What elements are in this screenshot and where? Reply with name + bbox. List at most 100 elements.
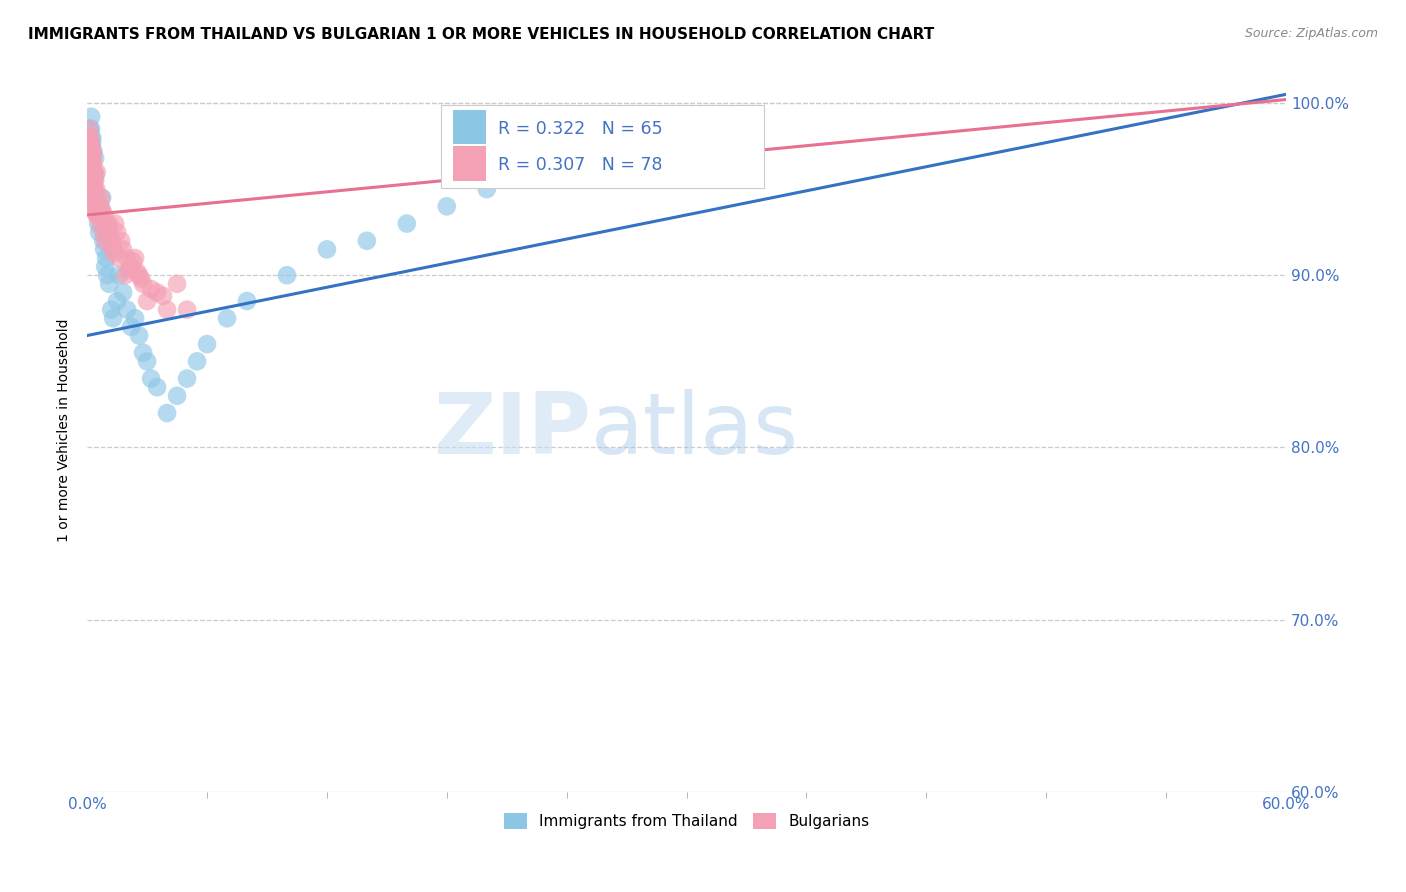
Point — [96, 225, 118, 239]
Point — [93, 243, 115, 257]
Point — [101, 243, 124, 257]
Point — [195, 337, 218, 351]
Point — [77, 139, 100, 153]
Point — [132, 345, 155, 359]
Point — [128, 328, 150, 343]
Point — [83, 182, 105, 196]
Point — [176, 371, 198, 385]
Legend: Immigrants from Thailand, Bulgarians: Immigrants from Thailand, Bulgarians — [498, 806, 876, 835]
Point — [475, 182, 498, 196]
Point — [94, 260, 117, 274]
Point — [98, 228, 121, 243]
Point — [139, 282, 162, 296]
Point — [80, 139, 103, 153]
Point — [89, 217, 111, 231]
Point — [79, 151, 101, 165]
Point — [139, 371, 162, 385]
Point — [516, 165, 538, 179]
Point — [82, 134, 104, 148]
Point — [86, 208, 108, 222]
Point — [395, 217, 418, 231]
Point — [146, 285, 169, 300]
Point — [79, 121, 101, 136]
Point — [108, 251, 131, 265]
Point — [87, 217, 110, 231]
Point — [82, 173, 104, 187]
Point — [80, 145, 103, 159]
Point — [80, 151, 103, 165]
Point — [636, 130, 658, 145]
Point — [90, 191, 112, 205]
FancyBboxPatch shape — [453, 110, 486, 145]
Point — [91, 202, 114, 217]
Text: R = 0.307   N = 78: R = 0.307 N = 78 — [498, 156, 662, 174]
Point — [80, 121, 103, 136]
Point — [80, 160, 103, 174]
Point — [128, 268, 150, 283]
Point — [82, 165, 104, 179]
Point — [80, 156, 103, 170]
Point — [82, 156, 104, 170]
Point — [186, 354, 208, 368]
Point — [80, 178, 103, 193]
Point — [112, 243, 135, 257]
Point — [79, 139, 101, 153]
Point — [83, 145, 105, 159]
Point — [80, 169, 103, 183]
Point — [89, 199, 111, 213]
Point — [575, 147, 598, 161]
Point — [82, 165, 104, 179]
Point — [89, 225, 111, 239]
Point — [94, 217, 117, 231]
Point — [136, 294, 159, 309]
Point — [236, 294, 259, 309]
Point — [79, 165, 101, 179]
Point — [96, 268, 118, 283]
Point — [120, 319, 142, 334]
Point — [124, 251, 146, 265]
Point — [79, 143, 101, 157]
Point — [124, 311, 146, 326]
Point — [98, 277, 121, 291]
Point — [436, 199, 458, 213]
FancyBboxPatch shape — [453, 146, 486, 181]
Point — [152, 289, 174, 303]
Point — [83, 182, 105, 196]
Point — [103, 245, 125, 260]
Point — [84, 202, 107, 217]
Point — [82, 130, 104, 145]
Point — [79, 151, 101, 165]
Point — [84, 173, 107, 187]
Point — [77, 134, 100, 148]
Point — [316, 243, 339, 257]
Y-axis label: 1 or more Vehicles in Household: 1 or more Vehicles in Household — [58, 318, 72, 542]
Point — [98, 217, 121, 231]
Point — [82, 175, 104, 189]
Point — [83, 171, 105, 186]
Point — [79, 137, 101, 152]
Point — [127, 265, 149, 279]
Point — [86, 191, 108, 205]
Text: IMMIGRANTS FROM THAILAND VS BULGARIAN 1 OR MORE VEHICLES IN HOUSEHOLD CORRELATIO: IMMIGRANTS FROM THAILAND VS BULGARIAN 1 … — [28, 27, 935, 42]
Point — [118, 263, 141, 277]
Point — [114, 268, 136, 283]
Point — [84, 199, 107, 213]
Point — [87, 208, 110, 222]
Point — [156, 406, 179, 420]
Point — [132, 277, 155, 291]
Point — [84, 199, 107, 213]
Point — [105, 294, 128, 309]
Point — [89, 199, 111, 213]
Text: Source: ZipAtlas.com: Source: ZipAtlas.com — [1244, 27, 1378, 40]
FancyBboxPatch shape — [441, 104, 765, 188]
Point — [90, 202, 112, 217]
Point — [82, 145, 104, 160]
Point — [83, 182, 105, 196]
Point — [97, 219, 120, 234]
Point — [94, 251, 117, 265]
Point — [82, 147, 104, 161]
Point — [112, 285, 135, 300]
Point — [77, 161, 100, 176]
Point — [176, 302, 198, 317]
Point — [84, 195, 107, 210]
